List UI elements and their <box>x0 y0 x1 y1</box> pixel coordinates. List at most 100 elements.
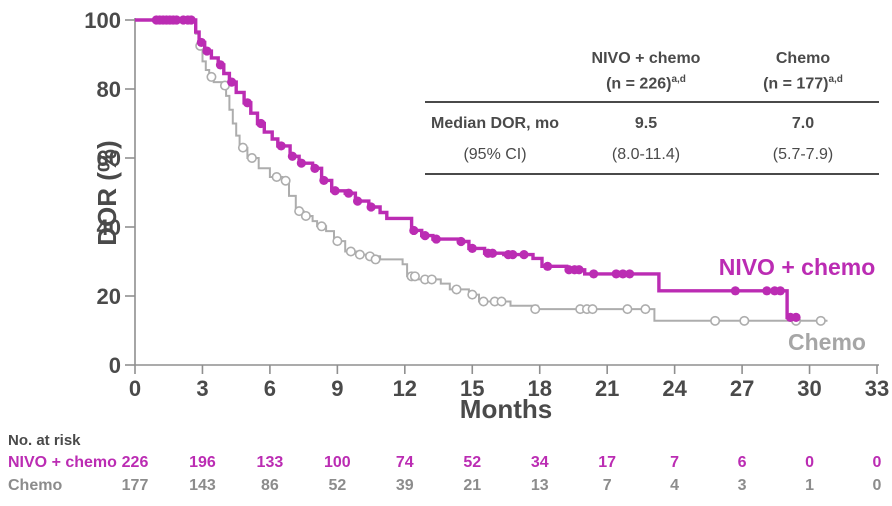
nivo-censor-mark <box>366 202 376 212</box>
chemo-curve-label: Chemo <box>788 329 866 355</box>
risk-row-chemo: Chemo 177 143 86 52 39 21 13 7 4 3 1 0 <box>0 477 892 497</box>
chemo-censor-mark <box>478 296 489 307</box>
header-nivo-name: NIVO + chemo <box>591 50 701 67</box>
nivo-censor-mark <box>296 158 306 168</box>
risk-table-title: No. at risk <box>8 432 81 449</box>
nivo-censor-mark <box>171 15 182 25</box>
chemo-censor-mark <box>271 171 282 182</box>
y-axis-tick-label: 80 <box>97 77 121 102</box>
chemo-censor-mark <box>354 249 365 260</box>
ci-row: (95% CI) (8.0-11.4) (5.7-7.9) <box>425 138 879 173</box>
chemo-censor-mark <box>530 304 541 315</box>
nivo-curve-label: NIVO + chemo <box>718 254 876 280</box>
chemo-censor-mark <box>370 254 381 265</box>
median-dor-nivo-value: 9.5 <box>634 115 658 133</box>
risk-value: 52 <box>463 454 482 471</box>
x-axis-title: Months <box>459 394 553 424</box>
nivo-censor-mark <box>344 188 354 198</box>
nivo-censor-mark <box>196 37 206 48</box>
x-axis-tick-label: 0 <box>129 376 141 401</box>
risk-value: 13 <box>530 477 549 494</box>
nivo-censor-mark <box>625 269 635 279</box>
risk-value: 52 <box>328 477 347 494</box>
nivo-censor-mark <box>256 118 266 129</box>
nivo-censor-mark <box>589 269 599 279</box>
nivo-censor-mark <box>730 286 740 296</box>
nivo-censor-mark <box>202 46 212 56</box>
x-axis-tick-label: 30 <box>797 376 821 401</box>
median-dor-row-label: Median DOR, mo <box>430 115 559 133</box>
chemo-censor-mark <box>332 236 343 247</box>
y-axis-title: DOR (%) <box>92 140 122 246</box>
nivo-censor-mark <box>508 250 518 260</box>
y-axis-tick-label: 60 <box>97 146 121 171</box>
ci-nivo-value: (8.0-11.4) <box>611 146 681 164</box>
risk-value: 1 <box>805 477 814 494</box>
risk-row-label-nivo: NIVO + chemo <box>8 454 117 471</box>
nivo-censor-mark <box>276 141 286 151</box>
nivo-censor-mark <box>409 225 419 236</box>
chemo-censor-mark <box>294 206 305 217</box>
chemo-censor-mark <box>300 210 311 221</box>
chemo-censor-mark <box>426 274 437 285</box>
median-dor-row: Median DOR, mo 9.5 7.0 <box>425 103 879 138</box>
risk-row-label-chemo: Chemo <box>8 477 63 494</box>
chemo-censor-mark <box>345 246 356 257</box>
chemo-censor-mark <box>451 284 462 295</box>
risk-value: 143 <box>189 477 216 494</box>
median-dor-chemo-value: 7.0 <box>791 115 815 133</box>
risk-value: 17 <box>598 454 617 471</box>
risk-value: 34 <box>530 454 549 471</box>
footnote-marker: a,d <box>828 74 843 85</box>
median-dor-summary-table: NIVO + chemo (n = 226)a,d Chemo (n = 177… <box>425 44 879 176</box>
risk-row-nivo: NIVO + chemo 226 196 133 100 74 52 34 17 7 6 0 0 <box>0 454 892 474</box>
nivo-censor-mark <box>353 196 363 206</box>
nivo-censor-mark <box>574 265 584 275</box>
chemo-censor-mark <box>640 304 651 315</box>
risk-value: 21 <box>463 477 482 494</box>
risk-value: 4 <box>670 477 680 494</box>
chemo-censor-mark <box>409 271 420 282</box>
nivo-censor-mark <box>215 60 226 70</box>
x-axis-tick-label: 21 <box>595 376 619 401</box>
nivo-censor-mark <box>330 186 340 196</box>
nivo-censor-mark <box>186 15 196 25</box>
risk-value: 39 <box>395 477 414 494</box>
x-axis-tick-label: 12 <box>393 376 417 401</box>
summary-table-header-row: NIVO + chemo (n = 226)a,d Chemo (n = 177… <box>425 44 879 101</box>
nivo-censor-mark <box>762 286 772 296</box>
chemo-censor-mark <box>622 304 633 315</box>
risk-value: 7 <box>602 477 612 494</box>
chemo-censor-mark <box>237 142 248 153</box>
x-axis-tick-label: 33 <box>865 376 889 401</box>
risk-value: 6 <box>737 454 747 471</box>
nivo-censor-mark <box>542 261 553 271</box>
nivo-censor-mark <box>242 98 253 108</box>
summary-table-rule-top <box>425 101 879 104</box>
chemo-censor-mark <box>710 315 721 326</box>
chemo-censor-mark <box>815 315 826 326</box>
risk-value: 0 <box>872 477 882 494</box>
footnote-marker: a,d <box>671 74 686 85</box>
risk-value: 86 <box>261 477 279 494</box>
chemo-censor-mark <box>496 296 507 307</box>
ci-chemo-value: (5.7-7.9) <box>772 146 834 164</box>
x-axis-tick-label: 15 <box>460 376 484 401</box>
risk-value: 0 <box>872 454 882 471</box>
chemo-censor-mark <box>467 289 478 300</box>
y-axis-tick-label: 100 <box>84 8 121 33</box>
nivo-censor-mark <box>775 286 785 296</box>
chemo-censor-mark <box>739 315 750 326</box>
chemo-censor-mark <box>587 304 598 315</box>
nivo-censor-mark <box>467 243 477 253</box>
risk-value: 74 <box>395 454 414 471</box>
nivo-censor-mark <box>420 231 430 241</box>
nivo-censor-mark <box>431 234 441 244</box>
risk-value: 100 <box>324 454 351 471</box>
chemo-censor-mark <box>280 175 291 186</box>
header-chemo-n: (n = 177)a,d <box>763 74 843 93</box>
x-axis-tick-label: 18 <box>527 376 551 401</box>
nivo-censor-mark <box>519 250 529 260</box>
